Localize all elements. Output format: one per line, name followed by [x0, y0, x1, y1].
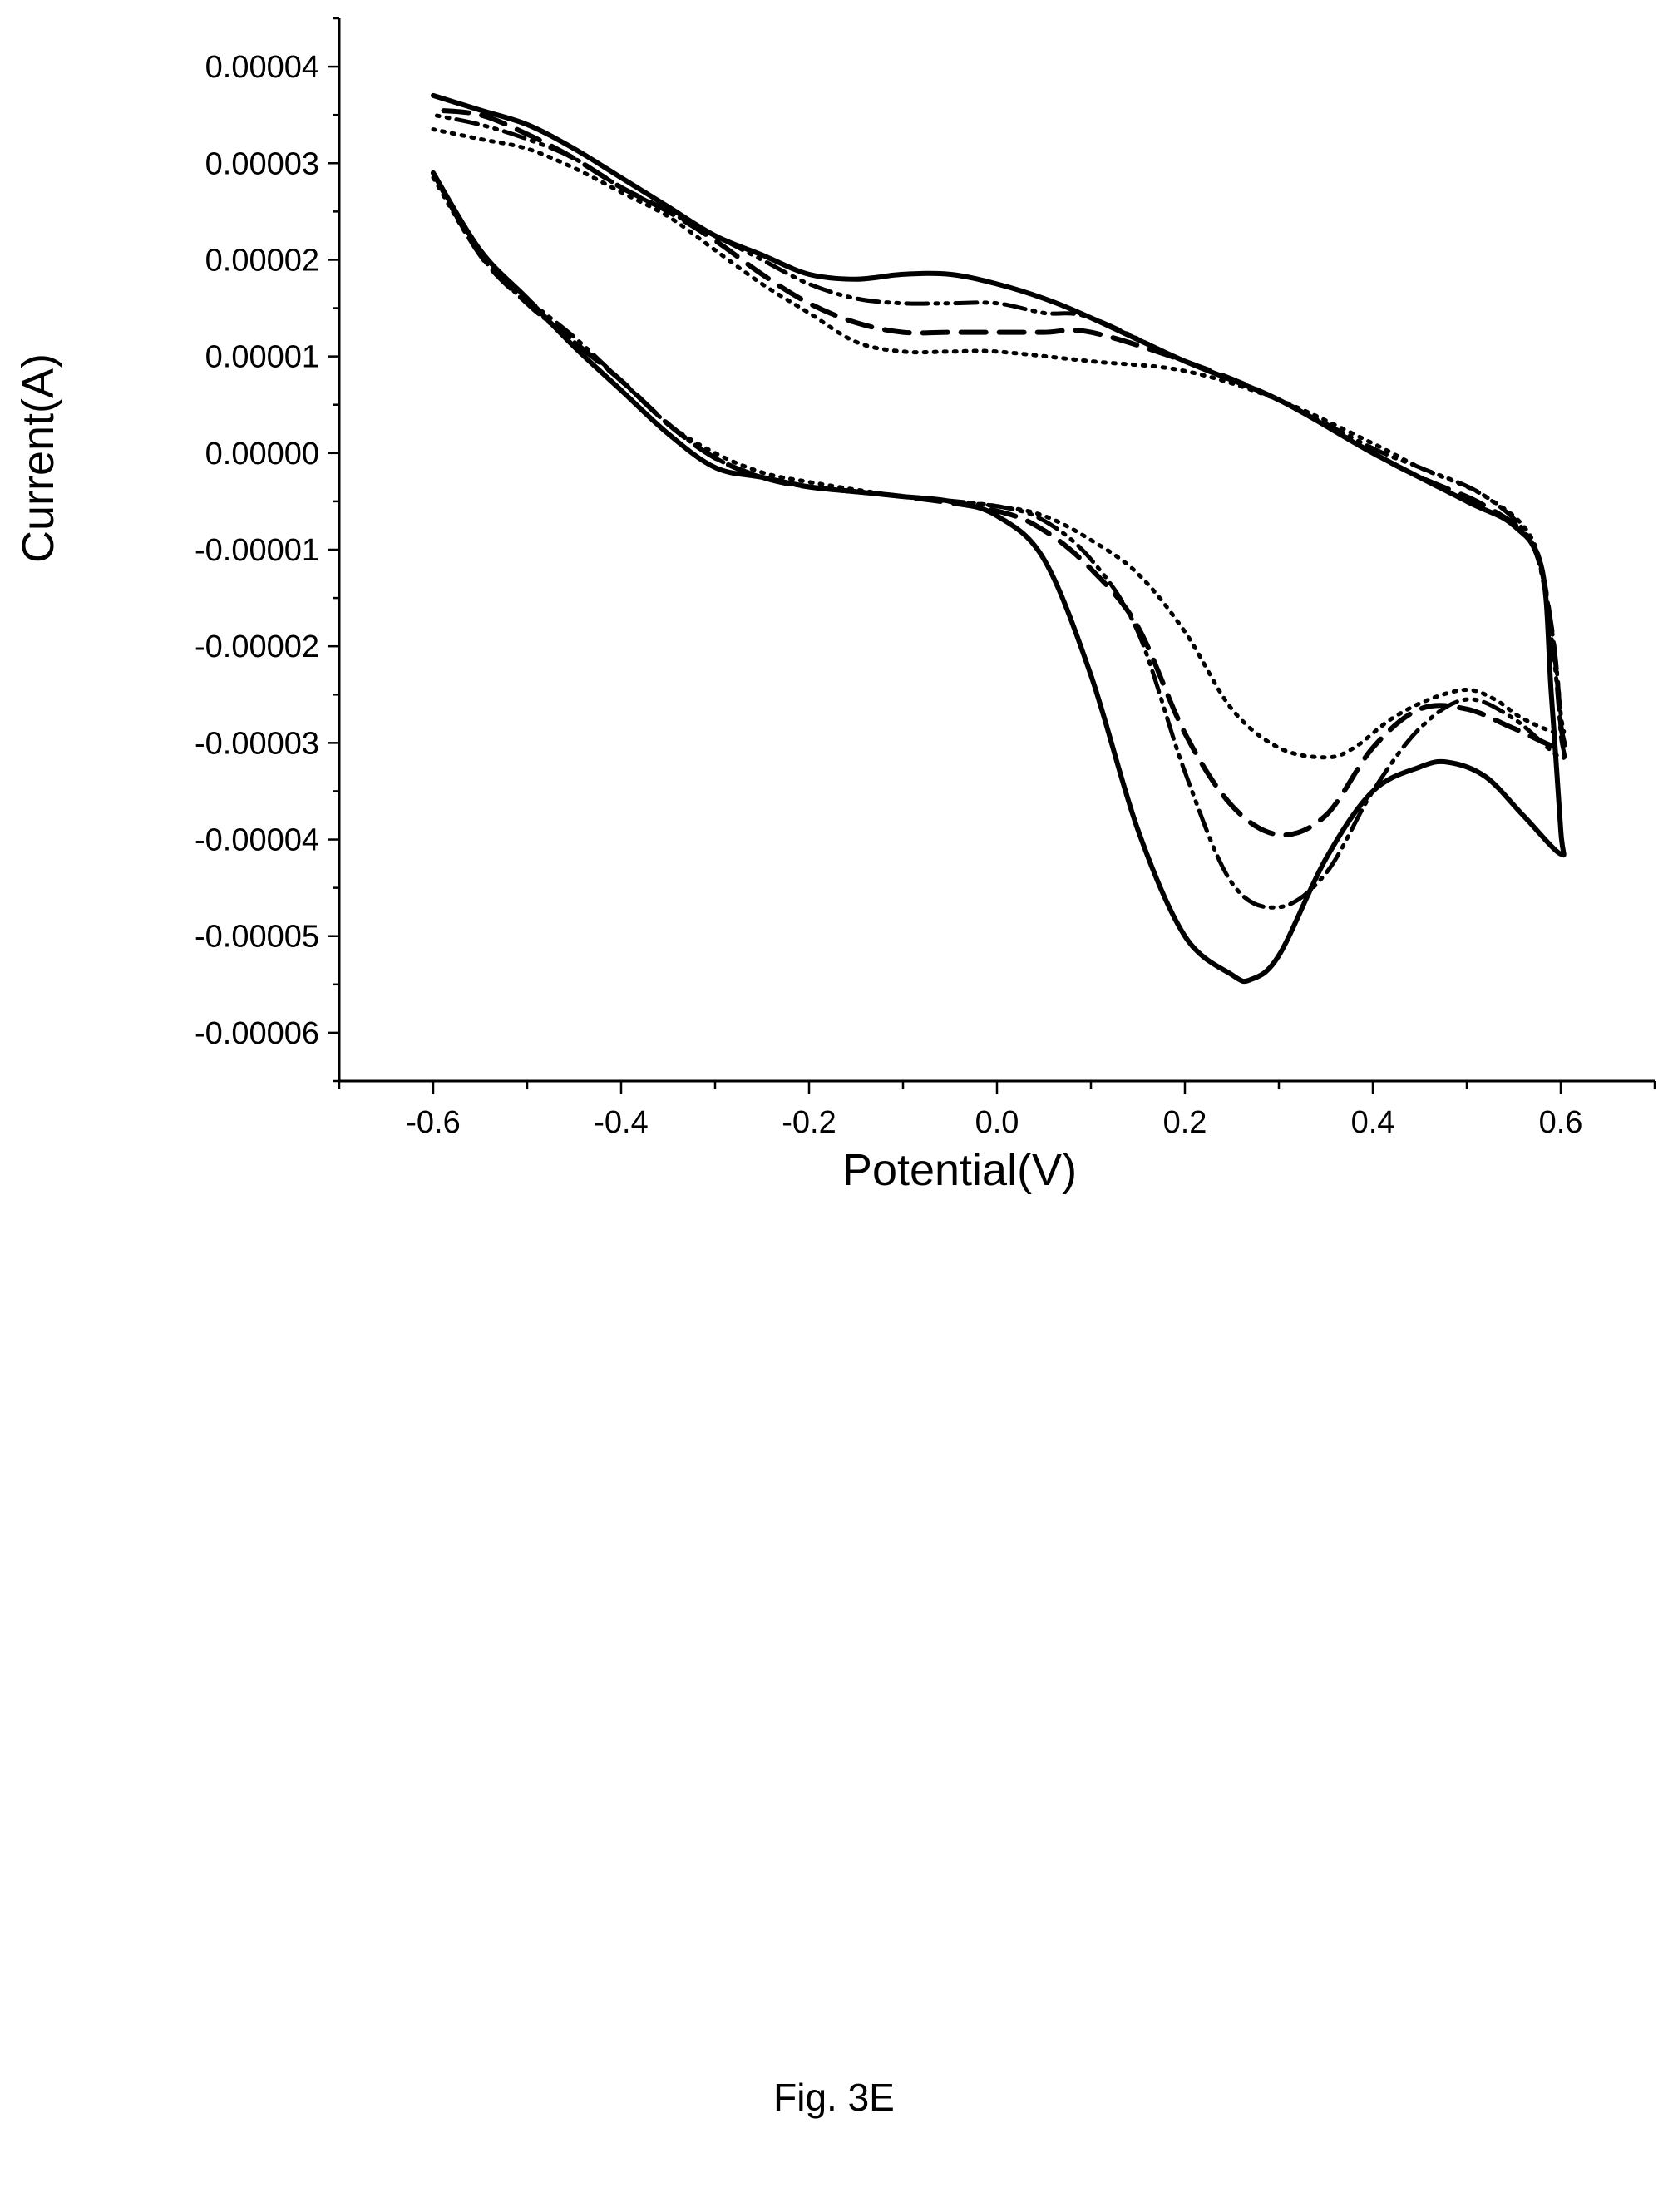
x-tick-label: 0.2	[1163, 1105, 1207, 1140]
series-line-solid	[431, 92, 1567, 985]
axes-group: 0.00004 0.00003 0.00002 0.00001 0.00000 -0.00…	[195, 17, 1656, 1140]
y-tick-label: -0.00004	[195, 823, 319, 858]
x-tick-label: -0.4	[594, 1105, 648, 1140]
x-tick-label: 0.4	[1351, 1105, 1395, 1140]
y-tick-label: 0.00000	[205, 437, 319, 472]
y-tick-label: 0.00004	[205, 50, 319, 85]
y-ticks-group: 0.00004 0.00003 0.00002 0.00001 0.00000 -0.00…	[195, 17, 339, 1083]
y-tick-label: -0.00001	[195, 533, 319, 568]
x-axis-title: Potential(V)	[842, 1145, 1077, 1195]
y-tick-label: 0.00001	[205, 340, 319, 375]
y-tick-label: 0.00003	[205, 146, 319, 181]
y-tick-label: -0.00006	[195, 1016, 319, 1051]
y-tick-label: -0.00005	[195, 920, 319, 955]
series-line-dot	[431, 127, 1567, 760]
x-ticks-group: -0.6 -0.4 -0.2 0.0 0.2 0.4 0.6	[338, 1081, 1656, 1140]
x-tick-label: -0.2	[782, 1105, 836, 1140]
x-tick-label: 0.6	[1539, 1105, 1583, 1140]
plot-series-group	[431, 92, 1567, 985]
cyclic-voltammogram-chart: 0.00004 0.00003 0.00002 0.00001 0.00000 -0.00…	[13, 17, 1656, 1195]
x-tick-label: -0.6	[406, 1105, 460, 1140]
series-line-dash	[431, 107, 1567, 838]
x-tick-label: 0.0	[975, 1105, 1019, 1140]
series-line-dash-dot-dot	[431, 112, 1567, 910]
y-tick-label: 0.00002	[205, 243, 319, 278]
y-tick-label: -0.00003	[195, 726, 319, 761]
y-tick-label: -0.00002	[195, 630, 319, 664]
figure-caption: Fig. 3E	[773, 2076, 895, 2119]
y-axis-title: Current(A)	[13, 353, 63, 563]
